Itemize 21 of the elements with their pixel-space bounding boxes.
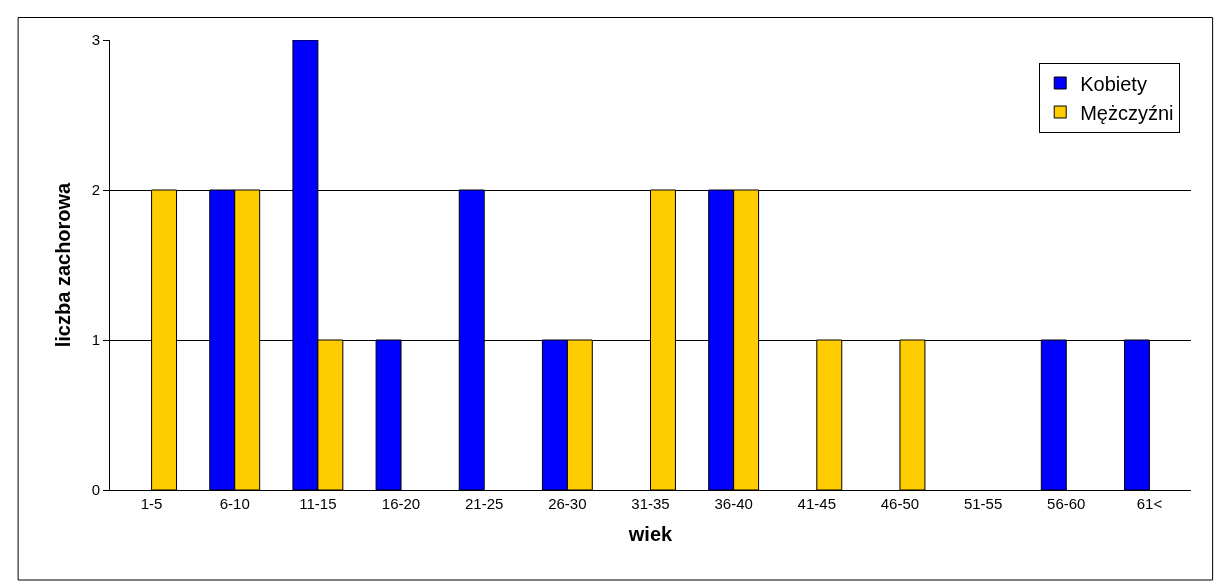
x-tick-label: 21-25 xyxy=(465,495,504,512)
y-axis-title: liczba zachorowa xyxy=(52,181,75,348)
x-tick-label: 1-5 xyxy=(140,495,163,512)
y-tick-label: 3 xyxy=(91,31,100,49)
x-tick-label: 56-60 xyxy=(1047,495,1086,512)
x-tick-label: 6-10 xyxy=(219,495,250,512)
y-tick-label: 0 xyxy=(91,481,100,499)
x-tick-label: 41-45 xyxy=(797,495,836,512)
x-tick-label: 51-55 xyxy=(963,495,1003,512)
x-tick-label: 36-40 xyxy=(714,495,753,512)
x-tick-label: 16-20 xyxy=(381,495,421,512)
x-tick-label: 46-50 xyxy=(880,495,920,512)
x-tick-label: 11-15 xyxy=(299,495,337,512)
x-tick-label: 31-35 xyxy=(631,495,670,512)
x-axis-title: wiek xyxy=(627,522,674,545)
x-tick-label: 61< xyxy=(1136,495,1163,512)
x-tick-label: 26-30 xyxy=(548,495,587,512)
legend-label: Mężczyźni xyxy=(1080,101,1174,124)
y-tick-label: 1 xyxy=(91,331,100,349)
legend-label: Kobiety xyxy=(1080,72,1147,95)
y-tick-label: 2 xyxy=(91,181,100,199)
